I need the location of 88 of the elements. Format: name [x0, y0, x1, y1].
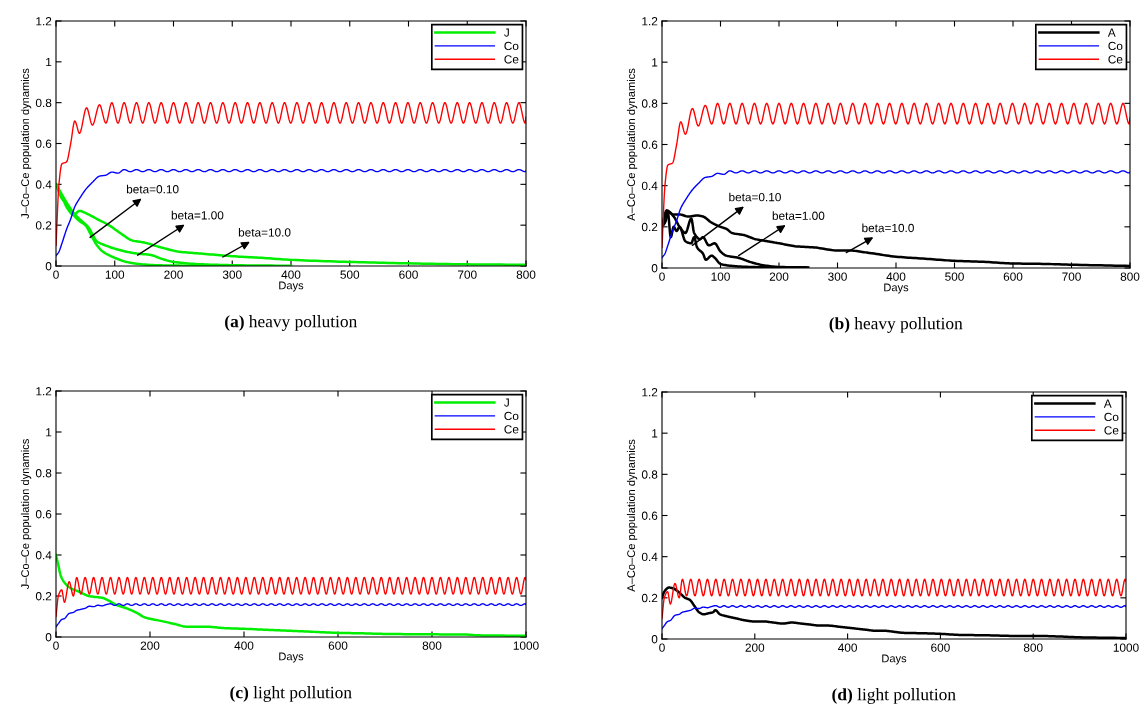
- y-tick-label: 0.6: [641, 511, 658, 520]
- x-tick-label: 400: [886, 272, 906, 281]
- annotation: beta=0.10: [729, 192, 781, 202]
- y-tick-label: 0.6: [35, 139, 52, 148]
- y-tick-label: 1.2: [642, 17, 658, 26]
- x-tick-label: 200: [164, 270, 183, 279]
- legend-label: Ce: [1104, 426, 1119, 435]
- x-tick-label: 300: [222, 270, 242, 279]
- x-axis-title: Days: [279, 281, 304, 292]
- y-axis-title: J–Co–Ce population dynamics: [20, 68, 32, 219]
- y-tick-label: 1.2: [36, 17, 52, 26]
- x-tick-label: 300: [828, 272, 847, 281]
- legend-label: A: [1103, 399, 1112, 408]
- y-tick-label: 0.4: [641, 181, 658, 191]
- x-axis-title: Days: [882, 654, 907, 665]
- legend-label: Co: [504, 41, 519, 51]
- x-tick-label: 0: [659, 643, 665, 652]
- y-tick-label: 0: [45, 633, 52, 642]
- x-tick-label: 200: [769, 272, 789, 281]
- y-tick-label: 0.4: [641, 552, 658, 562]
- x-tick-label: 800: [516, 270, 536, 279]
- legend-label: J: [504, 28, 509, 37]
- y-axis-title: A–Co–Ce population dynamics: [626, 439, 638, 592]
- legend-label: Co: [504, 411, 519, 421]
- y-tick-label: 1: [652, 429, 658, 438]
- x-tick-label: 400: [838, 643, 857, 652]
- y-tick-label: 0.4: [35, 180, 52, 189]
- x-tick-label: 500: [945, 272, 964, 281]
- x-tick-label: 200: [140, 641, 160, 650]
- y-tick-label: 0.6: [35, 510, 52, 519]
- x-tick-label: 700: [1062, 272, 1081, 281]
- x-tick-label: 600: [931, 643, 950, 652]
- x-tick-label: 200: [745, 643, 765, 652]
- annotation: beta=1.00: [171, 210, 224, 220]
- x-tick-label: 800: [1023, 643, 1043, 652]
- legend-label: Co: [1108, 41, 1123, 51]
- x-tick-label: 0: [659, 272, 665, 281]
- y-tick-label: 0.2: [641, 222, 658, 232]
- y-tick-label: 0: [45, 262, 52, 271]
- x-tick-label: 600: [399, 270, 418, 279]
- y-tick-label: 0.4: [35, 551, 52, 560]
- x-axis-title: Days: [884, 283, 909, 294]
- y-axis-title: A–Co–Ce population dynamics: [626, 68, 638, 221]
- x-tick-label: 0: [53, 641, 59, 650]
- y-axis-title: J–Co–Ce population dynamics: [20, 439, 32, 590]
- y-tick-label: 1.2: [36, 387, 52, 396]
- y-tick-label: 0.2: [35, 592, 52, 601]
- y-tick-label: 0.2: [35, 221, 52, 230]
- x-tick-label: 1000: [513, 641, 539, 650]
- x-tick-label: 0: [53, 270, 59, 279]
- y-tick-label: 1.2: [642, 388, 658, 397]
- text: (b) heavy pollution: [829, 317, 963, 333]
- annotation: beta=0.10: [126, 184, 179, 194]
- text: (d) light pollution: [832, 688, 956, 704]
- x-tick-label: 600: [328, 641, 348, 650]
- x-axis-title: Days: [279, 652, 304, 663]
- text: (a) heavy pollution: [225, 315, 357, 331]
- x-tick-label: 700: [458, 270, 477, 279]
- legend-label: A: [1107, 28, 1116, 37]
- legend-label: J: [504, 398, 509, 407]
- y-tick-label: 0.8: [35, 98, 52, 108]
- text: (c) light pollution: [230, 686, 352, 702]
- x-tick-label: 400: [281, 270, 301, 279]
- legend-label: Co: [1104, 412, 1119, 422]
- y-tick-label: 1: [46, 57, 52, 67]
- annotation: beta=1.00: [772, 211, 825, 220]
- x-tick-label: 100: [711, 272, 730, 281]
- x-tick-label: 100: [105, 270, 125, 279]
- y-tick-label: 0: [651, 635, 658, 644]
- x-tick-label: 800: [422, 641, 442, 650]
- y-tick-label: 1: [652, 58, 658, 67]
- legend-label: Ce: [1108, 55, 1123, 64]
- annotation: beta=10.0: [862, 223, 914, 233]
- x-tick-label: 500: [340, 270, 360, 279]
- x-tick-label: 800: [1120, 272, 1140, 281]
- legend-label: Ce: [504, 425, 519, 434]
- y-tick-label: 0: [651, 264, 658, 273]
- y-tick-label: 0.8: [641, 470, 658, 479]
- y-tick-label: 0.8: [35, 469, 52, 478]
- annotation: beta=10.0: [238, 227, 291, 237]
- y-tick-label: 0.2: [641, 593, 658, 603]
- y-tick-label: 0.6: [641, 140, 658, 149]
- y-tick-label: 1: [46, 428, 52, 437]
- x-tick-label: 400: [234, 641, 254, 650]
- y-tick-label: 0.8: [641, 99, 658, 108]
- x-tick-label: 1000: [1113, 643, 1139, 652]
- x-tick-label: 600: [1003, 272, 1023, 281]
- legend-label: Ce: [504, 55, 519, 64]
